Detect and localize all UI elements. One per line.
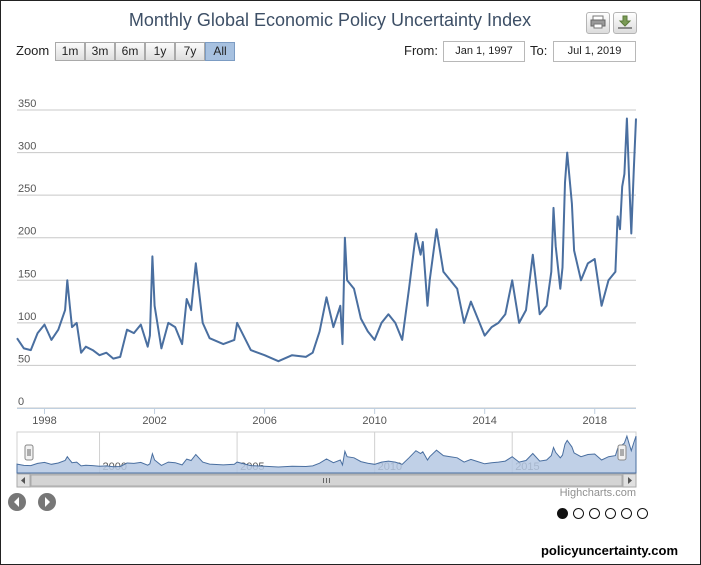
- x-tick-label: 2018: [582, 415, 606, 427]
- credits[interactable]: Highcharts.com: [559, 487, 636, 499]
- pager-dot[interactable]: [589, 508, 600, 519]
- x-tick-label: 2014: [472, 415, 496, 427]
- y-tick-label: 300: [18, 141, 36, 153]
- pager-dot[interactable]: [573, 508, 584, 519]
- y-tick-label: 150: [18, 268, 36, 280]
- download-button[interactable]: [613, 12, 637, 34]
- from-date-input[interactable]: Jan 1, 1997: [443, 41, 525, 62]
- next-arrow-icon: [45, 497, 50, 507]
- x-tick-label: 1998: [32, 415, 56, 427]
- print-button[interactable]: [586, 12, 610, 34]
- y-tick-label: 100: [18, 311, 36, 323]
- chart-title: Monthly Global Economic Policy Uncertain…: [128, 10, 532, 30]
- prev-arrow-icon: [14, 497, 19, 507]
- scroll-left-icon: [21, 477, 25, 484]
- y-tick-label: 0: [18, 396, 24, 408]
- pager-dot[interactable]: [637, 508, 648, 519]
- next-button[interactable]: [38, 493, 56, 511]
- zoom-button-6m[interactable]: 6m: [115, 42, 145, 61]
- print-icon: [590, 15, 606, 29]
- series-line: [16, 117, 637, 363]
- chart-plot: 0 50 100 150 200 250 300 350 1998 2002 2006 2010 201…: [16, 98, 637, 488]
- prev-button[interactable]: [8, 493, 26, 511]
- zoom-button-1m[interactable]: 1m: [55, 42, 85, 61]
- to-label: To:: [530, 43, 548, 58]
- navigator-series: [16, 434, 637, 474]
- zoom-button-3m[interactable]: 3m: [85, 42, 115, 61]
- site-label[interactable]: policyuncertainty.com: [540, 543, 678, 558]
- zoom-label: Zoom: [16, 43, 50, 58]
- pager-dot[interactable]: [621, 508, 632, 519]
- to-date-input[interactable]: Jul 1, 2019: [553, 41, 636, 62]
- x-tick-label: 2006: [252, 415, 276, 427]
- scroll-right-icon: [628, 477, 632, 484]
- pager-dot[interactable]: [557, 508, 568, 519]
- zoom-button-All[interactable]: All: [205, 42, 235, 61]
- x-tick-label: 2010: [362, 415, 386, 427]
- y-tick-label: 350: [18, 98, 36, 110]
- y-tick-label: 250: [18, 183, 36, 195]
- y-tick-label: 50: [18, 353, 30, 365]
- navigator-handle-right[interactable]: [617, 444, 627, 461]
- x-tick-label: 2002: [142, 415, 166, 427]
- pager-dot[interactable]: [605, 508, 616, 519]
- from-label: From:: [404, 43, 438, 58]
- y-tick-label: 200: [18, 226, 36, 238]
- zoom-button-7y[interactable]: 7y: [175, 42, 205, 61]
- download-icon: [618, 15, 632, 29]
- navigator-handle-left[interactable]: [24, 444, 34, 461]
- zoom-button-1y[interactable]: 1y: [145, 42, 175, 61]
